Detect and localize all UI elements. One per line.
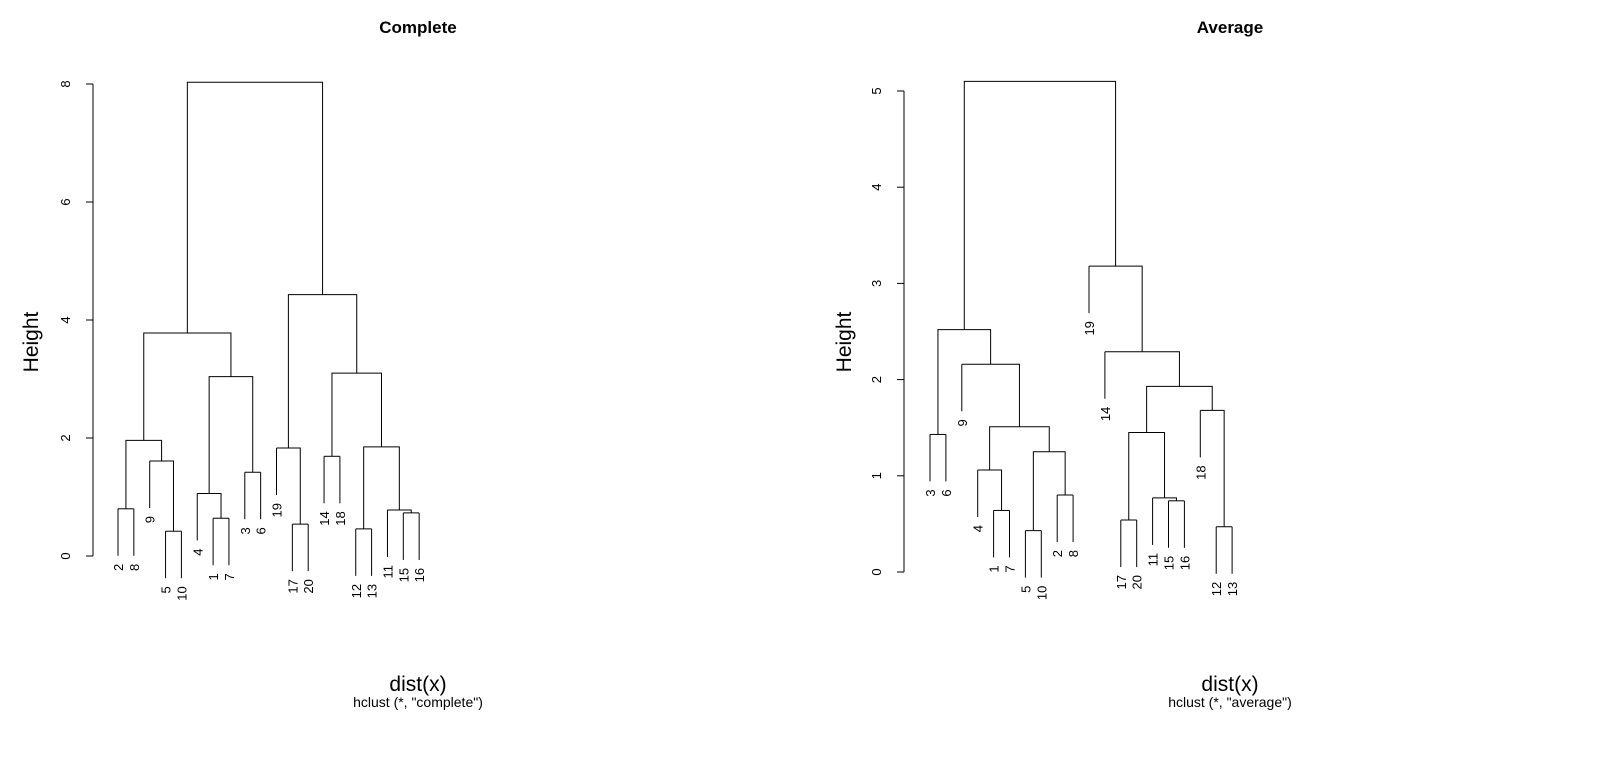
leaf-label: 18	[333, 511, 348, 525]
dendrogram-link	[1146, 385, 1213, 433]
leaf-label: 16	[412, 568, 427, 582]
leaf-label: 12	[1209, 582, 1224, 596]
dendrogram-link	[125, 439, 163, 509]
leaf-label: 18	[1193, 465, 1208, 479]
leaf-label: 14	[317, 511, 332, 525]
leaf-label: 20	[1130, 575, 1145, 589]
leaf-label: 10	[1034, 586, 1049, 600]
leaf-label: 7	[1003, 565, 1018, 572]
y-tick-label: 3	[869, 280, 884, 287]
leaf-label: 5	[1018, 586, 1033, 593]
leaf-label: 19	[1082, 321, 1097, 335]
dendrogram-link	[287, 294, 358, 449]
dendrogram-link	[363, 446, 400, 529]
leaf-label: 11	[1146, 553, 1161, 567]
y-axis: 0 2 4 6 8	[58, 80, 94, 560]
leaf-label: 11	[380, 565, 395, 579]
y-axis-label: Height	[833, 311, 856, 372]
x-axis-label: dist(x)	[1201, 673, 1258, 696]
dendrogram-link	[208, 376, 254, 494]
dendrogram-link	[1032, 451, 1066, 531]
leaf-label: 2	[111, 564, 126, 571]
leaf-label: 15	[396, 568, 411, 582]
leaf-label: 19	[270, 503, 285, 517]
leaf-label: 2	[1050, 550, 1065, 557]
y-tick-label: 2	[58, 434, 73, 441]
dendrogram-link	[977, 469, 1003, 511]
dendrogram-link	[1200, 409, 1225, 527]
leaf-label: 8	[127, 564, 142, 571]
chart-title: Complete	[379, 18, 456, 37]
y-tick-label: 5	[869, 87, 884, 94]
y-tick-label: 4	[869, 184, 884, 191]
leaf-label: 6	[939, 489, 954, 496]
dendrogram-complete: Complete Height dist(x) hclust (*, "comp…	[20, 18, 483, 710]
leaf-label: 4	[190, 548, 205, 555]
leaf-label: 3	[923, 489, 938, 496]
y-axis: 0 1 2 3 4 5	[869, 87, 905, 576]
dendrogram-link	[149, 460, 174, 532]
leaf-label: 17	[285, 579, 300, 593]
dendrogram-links	[930, 80, 1233, 532]
dendrogram-link	[197, 492, 222, 519]
leaf-label: 13	[1225, 582, 1240, 596]
dendrogram-link	[1089, 265, 1143, 352]
dendrogram-link	[961, 363, 1020, 427]
leaf-label: 10	[174, 586, 189, 600]
dendrogram-average-plot: Average Height dist(x) hclust (*, "avera…	[833, 18, 1292, 710]
leaf-label: 13	[365, 584, 380, 598]
dendrogram-link	[331, 372, 383, 457]
leaf-label: 1	[987, 565, 1002, 572]
y-tick-label: 0	[869, 568, 884, 575]
leaf-label: 17	[1114, 575, 1129, 589]
leaf-label: 12	[349, 584, 364, 598]
dendrogram-link	[1152, 497, 1177, 501]
y-tick-label: 1	[869, 472, 884, 479]
leaf-label: 8	[1066, 550, 1081, 557]
dendrogram-link	[1128, 432, 1166, 521]
y-tick-label: 8	[58, 80, 73, 87]
leaf-label: 3	[238, 527, 253, 534]
dendrogram-link	[989, 426, 1050, 471]
dendrogram-average: Average Height dist(x) hclust (*, "avera…	[807, 0, 1614, 758]
dendrogram-link	[937, 329, 992, 435]
leaf-label: 6	[254, 527, 269, 534]
leaf-label: 1	[206, 573, 221, 580]
leaf-label: 5	[159, 586, 174, 593]
dendrogram-link	[963, 80, 1117, 330]
leaf-label: 7	[222, 573, 237, 580]
dendrogram-link	[1104, 351, 1180, 387]
leaf-label: 4	[971, 525, 986, 532]
y-tick-label: 6	[58, 198, 73, 205]
dendrogram-complete-plot: Complete Height dist(x) hclust (*, "comp…	[20, 18, 483, 710]
y-tick-label: 0	[58, 552, 73, 559]
x-axis-label: dist(x)	[389, 673, 446, 696]
dendrogram-link	[186, 81, 324, 333]
dendrogram-links	[118, 81, 420, 532]
x-axis-sublabel: hclust (*, "average")	[1168, 694, 1292, 710]
dendrogram-link	[387, 509, 412, 513]
leaf-label: 9	[143, 516, 158, 523]
leaf-label: 9	[955, 419, 970, 426]
leaf-label: 20	[301, 579, 316, 593]
dendrogram-link	[276, 447, 301, 525]
leaf-label: 14	[1098, 407, 1113, 421]
y-tick-label: 4	[58, 316, 73, 323]
y-tick-label: 2	[869, 376, 884, 383]
x-axis-sublabel: hclust (*, "complete")	[353, 694, 483, 710]
chart-title: Average	[1197, 18, 1263, 37]
dendrogram-link	[143, 332, 232, 441]
y-axis-label: Height	[20, 311, 43, 372]
leaf-label: 16	[1177, 556, 1192, 570]
leaf-label: 15	[1162, 556, 1177, 570]
